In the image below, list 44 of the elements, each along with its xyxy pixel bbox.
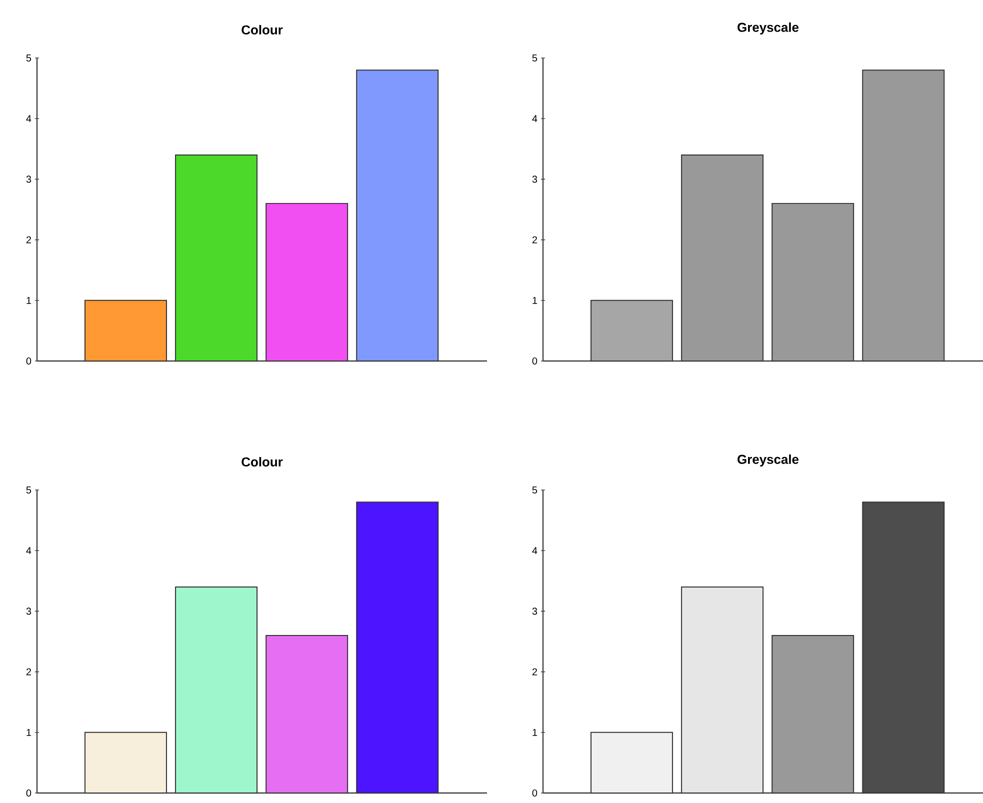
y-tick-label: 2 xyxy=(532,668,537,676)
chart-title: Colour xyxy=(242,24,283,34)
bar xyxy=(681,586,764,794)
y-tick-label: 0 xyxy=(26,789,32,797)
y-tick-label: 4 xyxy=(532,115,538,122)
bar xyxy=(266,202,348,362)
bar xyxy=(84,732,167,794)
y-tick-label: 1 xyxy=(532,728,538,736)
bar xyxy=(772,202,854,362)
bar xyxy=(84,300,167,362)
chart-title: Greyscale xyxy=(738,22,799,34)
y-tick-label: 3 xyxy=(26,176,32,183)
y-tick-label: 1 xyxy=(26,728,31,736)
y-tick-label: 2 xyxy=(532,236,537,244)
bar xyxy=(862,502,945,794)
y-tick-label: 4 xyxy=(26,115,32,122)
bar xyxy=(862,70,945,362)
bar xyxy=(681,154,764,362)
y-tick-label: 5 xyxy=(26,486,32,494)
bar xyxy=(175,586,258,794)
y-tick-label: 0 xyxy=(532,789,538,797)
y-tick-label: 5 xyxy=(26,54,32,62)
y-tick-label: 3 xyxy=(532,176,538,183)
bar xyxy=(175,154,258,362)
bar xyxy=(356,70,439,362)
y-tick-label: 1 xyxy=(26,296,31,304)
chart-title: Greyscale xyxy=(738,454,799,467)
bar xyxy=(590,300,673,362)
y-tick-label: 0 xyxy=(532,357,538,365)
bar xyxy=(772,634,854,794)
y-tick-label: 4 xyxy=(532,547,538,554)
y-tick-label: 4 xyxy=(26,547,32,554)
y-tick-label: 2 xyxy=(26,236,31,244)
y-tick-label: 3 xyxy=(532,608,538,615)
y-tick-label: 3 xyxy=(26,608,32,615)
y-tick-label: 5 xyxy=(532,54,538,62)
y-tick-label: 1 xyxy=(532,296,538,304)
bar xyxy=(356,502,439,794)
y-tick-label: 0 xyxy=(26,357,32,365)
y-tick-label: 5 xyxy=(532,486,538,494)
bar xyxy=(590,732,673,794)
chart-title: Colour xyxy=(242,456,283,467)
y-tick-label: 2 xyxy=(26,668,31,676)
bar xyxy=(266,634,348,794)
